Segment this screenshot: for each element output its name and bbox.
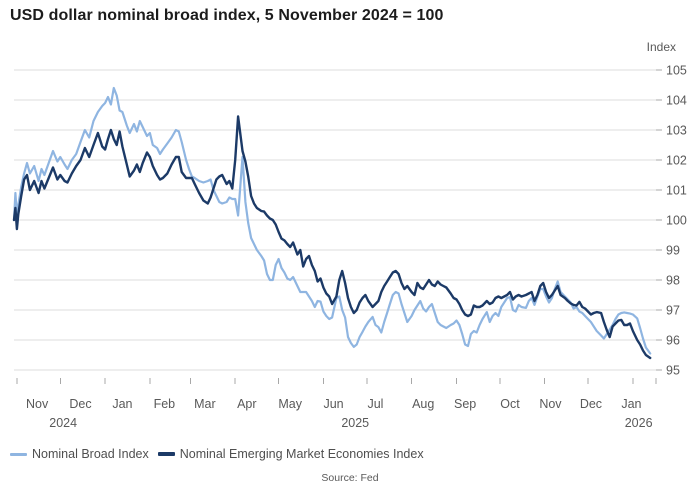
source-note: Source: Fed	[321, 472, 379, 484]
y-tick-label: 100	[666, 214, 687, 228]
em-index-line	[12, 115, 652, 360]
y-tick-label: 97	[666, 304, 680, 318]
x-month-label: Jan	[112, 397, 132, 411]
y-tick-label: 105	[666, 64, 687, 78]
y-tick-label: 101	[666, 184, 687, 198]
x-month-label: Dec	[69, 397, 91, 411]
x-month-label: Jan	[621, 397, 641, 411]
x-month-label: Nov	[539, 397, 562, 411]
x-month-label: Oct	[500, 397, 520, 411]
chart-legend: Nominal Broad Index Nominal Emerging Mar…	[10, 447, 433, 461]
line-chart-plot: 95 96 97 98 99 100 101 102 103 104 105 Index Nov Dec J…	[12, 40, 687, 430]
x-month-label: Aug	[412, 397, 434, 411]
x-month-label: Mar	[194, 397, 216, 411]
x-year-label: 2025	[341, 416, 369, 430]
y-tick-label: 102	[666, 154, 687, 168]
x-month-label: Jul	[367, 397, 383, 411]
x-year-label: 2024	[49, 416, 77, 430]
y-tick-label: 104	[666, 94, 687, 108]
legend-item-broad: Nominal Broad Index	[10, 447, 149, 461]
broad-index-line	[12, 86, 652, 355]
x-month-label: Jun	[323, 397, 343, 411]
x-month-label: Sep	[454, 397, 476, 411]
broad-index-line-swatch-icon	[10, 452, 27, 456]
y-axis-unit-label: Index	[647, 40, 676, 54]
x-month-label: Dec	[580, 397, 602, 411]
x-month-label: Apr	[237, 397, 256, 411]
x-year-label: 2026	[625, 416, 653, 430]
y-tick-label: 99	[666, 244, 680, 258]
x-month-label: May	[278, 397, 302, 411]
y-tick-label: 98	[666, 274, 680, 288]
legend-label-broad: Nominal Broad Index	[32, 447, 149, 461]
x-month-label: Feb	[154, 397, 176, 411]
x-month-label: Nov	[26, 397, 49, 411]
chart-title: USD dollar nominal broad index, 5 Novemb…	[10, 7, 444, 24]
em-index-line-swatch-icon	[157, 452, 175, 456]
y-tick-label: 95	[666, 364, 680, 378]
y-tick-label: 96	[666, 334, 680, 348]
legend-item-em: Nominal Emerging Market Economies Index	[157, 447, 424, 461]
y-tick-label: 103	[666, 124, 687, 138]
legend-label-em: Nominal Emerging Market Economies Index	[179, 447, 424, 461]
